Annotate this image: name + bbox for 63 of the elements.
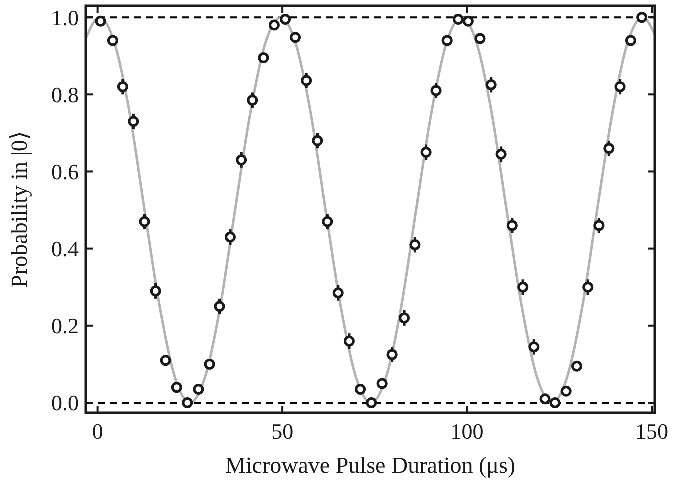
point (268, 20, 280, 31)
point (224, 232, 236, 243)
point (160, 355, 172, 366)
point (572, 360, 583, 372)
point (171, 382, 182, 394)
point (280, 14, 292, 25)
point (442, 35, 453, 46)
x-tick-label: 100 (450, 419, 484, 444)
point (398, 312, 410, 324)
point (420, 146, 432, 158)
y-tick-label: 0.4 (52, 236, 79, 262)
point (150, 286, 162, 297)
point (625, 35, 636, 46)
point (430, 85, 442, 96)
point (594, 220, 605, 232)
y-tick-label: 0.6 (52, 159, 79, 184)
point (236, 154, 248, 166)
point (193, 384, 204, 395)
point (614, 81, 626, 92)
point (107, 35, 118, 46)
y-tick-label: 0.2 (52, 314, 79, 339)
point (518, 282, 529, 293)
point (560, 386, 572, 397)
point (582, 282, 594, 293)
point (540, 394, 551, 405)
point (332, 288, 344, 299)
point (214, 301, 226, 312)
point (258, 52, 270, 64)
point (550, 397, 561, 408)
y-axis-title: Probability in |0⟩ (7, 131, 32, 288)
point (452, 14, 464, 25)
y-tick-label: 0.8 (52, 82, 79, 108)
point (386, 349, 398, 360)
point (344, 336, 355, 347)
point (474, 33, 486, 44)
point (486, 80, 497, 91)
point (604, 143, 615, 154)
point (95, 16, 106, 27)
point (376, 378, 388, 390)
x-tick-label: 150 (636, 419, 669, 444)
point (366, 397, 378, 408)
point (462, 16, 474, 27)
point (528, 342, 540, 353)
point (290, 32, 301, 44)
point (301, 75, 312, 86)
point (355, 384, 366, 395)
y-tick-label: 1.0 (52, 5, 79, 30)
point (496, 148, 507, 160)
point (312, 135, 324, 146)
x-tick-label: 0 (92, 419, 104, 444)
point (139, 216, 150, 228)
x-axis-title: Microwave Pulse Duration (μs) (225, 453, 516, 478)
point (182, 397, 194, 408)
x-tick-label: 50 (272, 419, 294, 444)
point (322, 216, 334, 228)
point (117, 81, 128, 92)
point (128, 116, 140, 128)
y-tick-label: 0.0 (52, 390, 79, 416)
point (247, 94, 258, 106)
point (506, 220, 518, 232)
point (410, 239, 421, 250)
point (204, 358, 216, 370)
point (636, 12, 648, 24)
